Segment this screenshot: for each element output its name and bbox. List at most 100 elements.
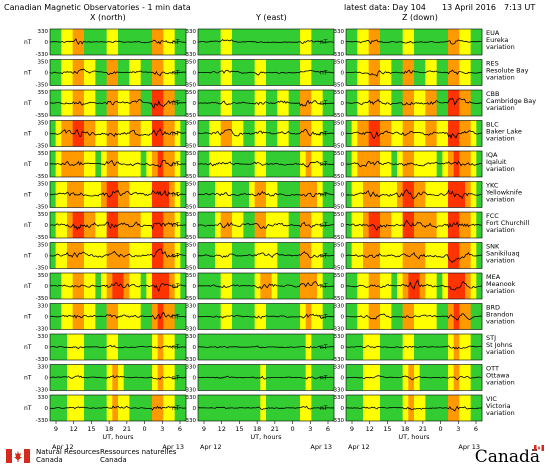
activity-band (448, 395, 454, 421)
y-axis-unit-label: nT (24, 405, 32, 412)
panel-ykc-y (197, 181, 335, 208)
activity-band (78, 273, 85, 299)
station-name-label: Resolute Bay (486, 67, 529, 75)
station-name-label: Meanook (486, 280, 516, 288)
activity-band (203, 181, 210, 208)
station-name-label: Ottawa (486, 372, 510, 380)
y-tick-label: -350 (36, 266, 49, 272)
activity-band (414, 273, 420, 299)
activity-band (374, 90, 381, 116)
activity-band (300, 395, 306, 421)
activity-band (363, 242, 369, 269)
activity-band (95, 242, 102, 269)
trace-line (49, 405, 186, 411)
activity-band (357, 90, 364, 116)
activity-band (129, 212, 136, 238)
station-name-label: Iqaluit (486, 158, 507, 166)
station-code-label: MEA (486, 273, 501, 281)
activity-band (61, 181, 68, 208)
activity-band (317, 59, 323, 86)
x-axis-label: UT, hours (102, 433, 134, 441)
activity-band (419, 90, 426, 116)
column-header-y: Y (east) (256, 13, 287, 22)
y-axis-unit-label: nT (24, 100, 32, 107)
y-tick-label: 0 (341, 71, 345, 77)
activity-band (135, 181, 141, 208)
y-tick-label: 0 (193, 345, 197, 351)
activity-band (78, 242, 85, 269)
y-tick-label: 350 (334, 151, 345, 157)
activity-band (277, 120, 284, 147)
panel-res-z (345, 59, 483, 86)
y-tick-label: 350 (38, 60, 49, 66)
panel-mea-y (197, 272, 335, 300)
y-tick-label: 0 (45, 101, 49, 107)
y-tick-label: 350 (38, 273, 49, 279)
activity-band (95, 120, 102, 147)
activity-band (152, 151, 158, 177)
activity-band (317, 151, 323, 177)
activity-band (414, 151, 420, 177)
activity-band (408, 120, 415, 147)
activity-band (118, 273, 124, 299)
activity-band (135, 273, 141, 299)
activity-band (112, 303, 119, 330)
activity-band (249, 181, 255, 208)
x-tick-label: 3 (308, 425, 312, 433)
y-axis-unit-label: nT (172, 253, 180, 260)
y-tick-label: -350 (36, 83, 49, 89)
y-axis-unit-label: nT (172, 131, 180, 138)
activity-band (61, 29, 68, 55)
trace-line (346, 345, 483, 350)
trace-line (197, 221, 334, 229)
activity-band (61, 273, 68, 299)
y-axis-unit-label: nT (172, 375, 180, 382)
activity-band (129, 242, 136, 269)
x-tick-label: 21 (271, 425, 279, 433)
y-axis-unit-label: nT (320, 131, 328, 138)
activity-band (311, 364, 318, 391)
activity-band (300, 90, 306, 116)
activity-band (419, 151, 426, 177)
activity-band (311, 212, 318, 238)
activity-band (140, 151, 147, 177)
x-tick-label: 18 (105, 425, 113, 433)
station-code-label: IQA (486, 151, 498, 159)
y-tick-label: -330 (184, 418, 197, 424)
station-code-label: FCC (486, 212, 499, 220)
activity-band (254, 395, 261, 421)
activity-band (266, 273, 272, 299)
y-tick-label: 0 (341, 132, 345, 138)
x-tick-label: 15 (235, 425, 243, 433)
activity-band (305, 334, 312, 360)
trace-line (346, 405, 482, 412)
y-axis-unit-label: nT (24, 222, 32, 229)
activity-band (106, 151, 113, 177)
activity-band (459, 242, 466, 269)
activity-band (67, 303, 73, 330)
y-tick-label: -350 (184, 144, 197, 150)
y-tick-label: 350 (186, 121, 197, 127)
activity-band (78, 364, 85, 391)
activity-band (374, 151, 381, 177)
wordmark-flag-icon (534, 445, 544, 451)
activity-band (300, 303, 306, 330)
activity-band (215, 181, 221, 208)
station-name-label: St Johns (486, 341, 513, 349)
activity-band (118, 212, 124, 238)
activity-band (448, 334, 454, 360)
trace-line (197, 69, 335, 76)
activity-band (363, 181, 369, 208)
activity-band (442, 90, 449, 116)
y-tick-label: 0 (341, 162, 345, 168)
x-tick-label: 12 (366, 425, 374, 433)
activity-band (425, 120, 432, 147)
y-tick-label: 0 (45, 345, 49, 351)
activity-band (431, 181, 437, 208)
activity-band (174, 151, 181, 177)
activity-band (448, 29, 454, 55)
activity-band (260, 90, 267, 116)
panel-ykc-z (345, 181, 483, 208)
activity-band (209, 303, 216, 330)
activity-band (152, 29, 158, 55)
